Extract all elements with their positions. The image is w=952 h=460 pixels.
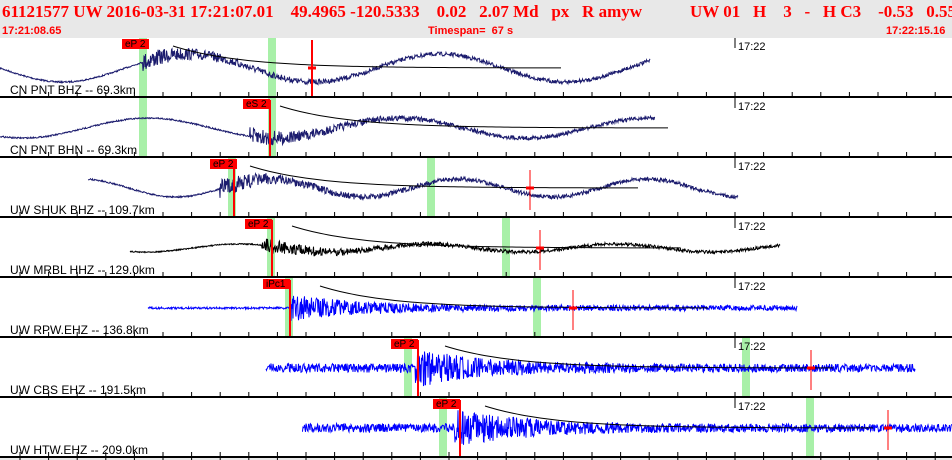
channel-panel[interactable]: eP 2 17:22 CN PNT BHZ -- 69.3km xyxy=(0,38,952,102)
waveform-trace xyxy=(0,47,651,86)
pick-window[interactable] xyxy=(439,398,447,456)
time-mark: 17:22 xyxy=(738,341,766,353)
pick-flag[interactable] xyxy=(433,399,460,409)
coda-envelope xyxy=(172,45,562,69)
event-solution-info: UW 01 H 3 - H C3 -0.53 0.55 xyxy=(690,2,952,21)
coda-envelope xyxy=(444,345,834,369)
channel-label: UW HTW.EHZ -- 209.0km xyxy=(10,443,148,457)
pick-flag[interactable] xyxy=(263,279,290,289)
panel-background xyxy=(0,158,952,218)
pick-flag[interactable] xyxy=(245,219,272,229)
panel-background xyxy=(0,98,952,158)
coda-envelope xyxy=(319,285,709,309)
pick-flag[interactable] xyxy=(391,339,418,349)
channel-panel[interactable]: eP 2 17:22 UW SHUK BHZ -- 109.7km xyxy=(0,158,952,222)
coda-envelope xyxy=(249,165,639,189)
coda-envelope xyxy=(484,405,874,429)
pick-window[interactable] xyxy=(742,338,750,396)
channel-panel[interactable]: eP 2 17:22 UW CBS EHZ -- 191.5km xyxy=(0,338,952,402)
event-header: 61121577 UW 2016-03-31 17:21:07.01 49.49… xyxy=(0,0,952,38)
time-mark: 17:22 xyxy=(738,401,766,413)
pick-flag[interactable] xyxy=(122,39,149,49)
time-mark: 17:22 xyxy=(738,161,766,173)
pick-label: iPc1 xyxy=(266,279,286,290)
waveform-trace xyxy=(0,114,656,147)
time-mark: 17:22 xyxy=(738,101,766,113)
channel-label: UW SHUK BHZ -- 109.7km xyxy=(10,203,155,217)
channel-label: CN PNT BHZ -- 69.3km xyxy=(10,83,136,97)
pick-label: eP 2 xyxy=(394,339,415,350)
time-mark: 17:22 xyxy=(738,41,766,53)
end-time: 17:22:15.16 xyxy=(886,25,946,37)
channel-panel[interactable]: iPc1 17:22 UW RPW.EHZ -- 136.8km xyxy=(0,278,952,342)
pick-label: eP 2 xyxy=(248,219,269,230)
waveform-trace xyxy=(265,351,916,387)
pick-label: eP 2 xyxy=(436,399,457,410)
channel-panel[interactable]: eP 2 17:22 UW HTW.EHZ -- 209.0km xyxy=(0,398,952,460)
time-mark: 17:22 xyxy=(738,281,766,293)
pick-flag[interactable] xyxy=(210,159,237,169)
time-mark: 17:22 xyxy=(738,221,766,233)
pick-label: eP 2 xyxy=(213,159,234,170)
channel-label: CN PNT BHN -- 69.3km xyxy=(10,143,137,157)
event-summary: 61121577 UW 2016-03-31 17:21:07.01 49.49… xyxy=(2,2,643,21)
waveform-trace xyxy=(147,295,798,321)
pick-window[interactable] xyxy=(427,158,435,216)
waveform-trace xyxy=(87,171,739,202)
channel-panel[interactable]: eP 2 17:22 UW MRBL HHZ -- 129.0km xyxy=(0,218,952,282)
pick-window[interactable] xyxy=(268,98,276,156)
channel-panel[interactable]: eS 2 17:22 CN PNT BHN -- 69.3km xyxy=(0,98,952,162)
channel-label: UW CBS EHZ -- 191.5km xyxy=(10,383,146,397)
pick-window[interactable] xyxy=(139,98,147,156)
coda-envelope xyxy=(291,225,681,249)
pick-window[interactable] xyxy=(268,38,276,96)
seismogram-panels[interactable]: eP 2 17:22 CN PNT BHZ -- 69.3km eS 2 17:22 CN… xyxy=(0,38,952,460)
channel-label: UW MRBL HHZ -- 129.0km xyxy=(10,263,155,277)
channel-label: UW RPW.EHZ -- 136.8km xyxy=(10,323,149,337)
pick-label: eP 2 xyxy=(125,39,146,50)
pick-label: eS 2 xyxy=(246,99,267,110)
timespan: Timespan= 67 s xyxy=(428,25,514,37)
coda-envelope xyxy=(279,105,669,129)
start-time: 17:21:08.65 xyxy=(2,25,62,37)
pick-flag[interactable] xyxy=(243,99,270,109)
